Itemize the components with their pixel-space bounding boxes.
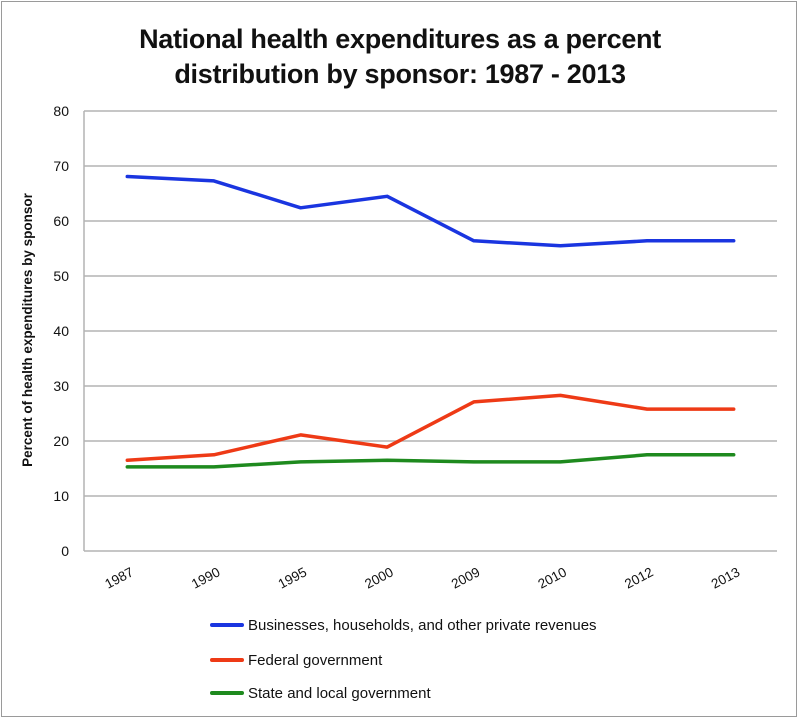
y-tick-label: 80: [53, 103, 69, 119]
data-point-private: [126, 175, 129, 178]
legend-swatch-state-local: [210, 691, 244, 695]
data-point-federal: [732, 407, 735, 411]
x-tick-label: 2009: [449, 564, 483, 591]
data-point-private: [299, 206, 302, 209]
y-tick-label: 10: [53, 488, 69, 504]
legend-swatch-private: [210, 623, 244, 627]
y-axis-label: Percent of health expenditures by sponso…: [20, 192, 35, 467]
data-point-federal: [385, 445, 389, 449]
data-point-state-local: [645, 453, 649, 456]
legend-label-federal: Federal government: [248, 651, 383, 669]
x-axis-ticks: 1987 1990 1995 2000 2009 2010 2012 2013: [102, 564, 742, 591]
legend-item-private: Businesses, households, and other privat…: [210, 615, 597, 635]
chart-title-line-1: National health expenditures as a percen…: [139, 24, 661, 54]
data-point-state-local: [385, 459, 389, 462]
chart-title-line-2: distribution by sponsor: 1987 - 2013: [174, 59, 626, 89]
legend-item-federal: Federal government: [210, 650, 382, 670]
series-line-state-local: [125, 453, 736, 469]
series-lines: [125, 174, 736, 469]
chart-title: National health expenditures as a percen…: [0, 22, 800, 92]
data-point-state-local: [732, 453, 735, 456]
data-point-private: [385, 195, 389, 198]
data-point-federal: [299, 433, 302, 437]
y-tick-label: 30: [53, 378, 69, 394]
x-tick-label: 2013: [709, 564, 743, 591]
y-tick-label: 70: [53, 158, 69, 174]
data-point-state-local: [212, 465, 216, 469]
x-tick-label: 1995: [276, 564, 310, 591]
series-line-private: [125, 174, 736, 248]
data-point-state-local: [299, 460, 302, 464]
data-point-private: [732, 239, 735, 242]
data-point-private: [645, 239, 649, 242]
legend-swatch-federal: [210, 658, 244, 662]
data-point-state-local: [559, 460, 562, 464]
data-point-federal: [212, 453, 216, 456]
x-tick-label: 1990: [189, 564, 223, 591]
series-line-federal: [125, 393, 736, 463]
x-tick-label: 2000: [362, 564, 396, 591]
y-axis-ticks: 0 10 20 30 40 50 60 70 80: [53, 103, 69, 559]
data-point-federal: [472, 400, 476, 404]
data-point-federal: [126, 459, 129, 462]
x-tick-label: 2012: [622, 564, 656, 591]
data-point-private: [212, 179, 216, 183]
data-point-federal: [559, 394, 562, 397]
legend-label-private: Businesses, households, and other privat…: [248, 616, 597, 634]
legend-item-state-local: State and local government: [210, 683, 431, 703]
y-tick-label: 20: [53, 433, 69, 449]
data-point-private: [472, 239, 476, 242]
data-point-private: [559, 244, 562, 247]
legend-label-state-local: State and local government: [248, 684, 431, 702]
y-tick-label: 60: [53, 213, 69, 229]
y-tick-label: 50: [53, 268, 69, 284]
y-tick-label: 40: [53, 323, 69, 339]
data-point-federal: [645, 407, 649, 411]
gridlines: [83, 110, 777, 552]
y-tick-label: 0: [61, 543, 69, 559]
x-tick-label: 1987: [102, 564, 136, 591]
x-tick-label: 2010: [536, 564, 570, 591]
data-point-state-local: [126, 465, 129, 469]
data-point-state-local: [472, 460, 476, 464]
